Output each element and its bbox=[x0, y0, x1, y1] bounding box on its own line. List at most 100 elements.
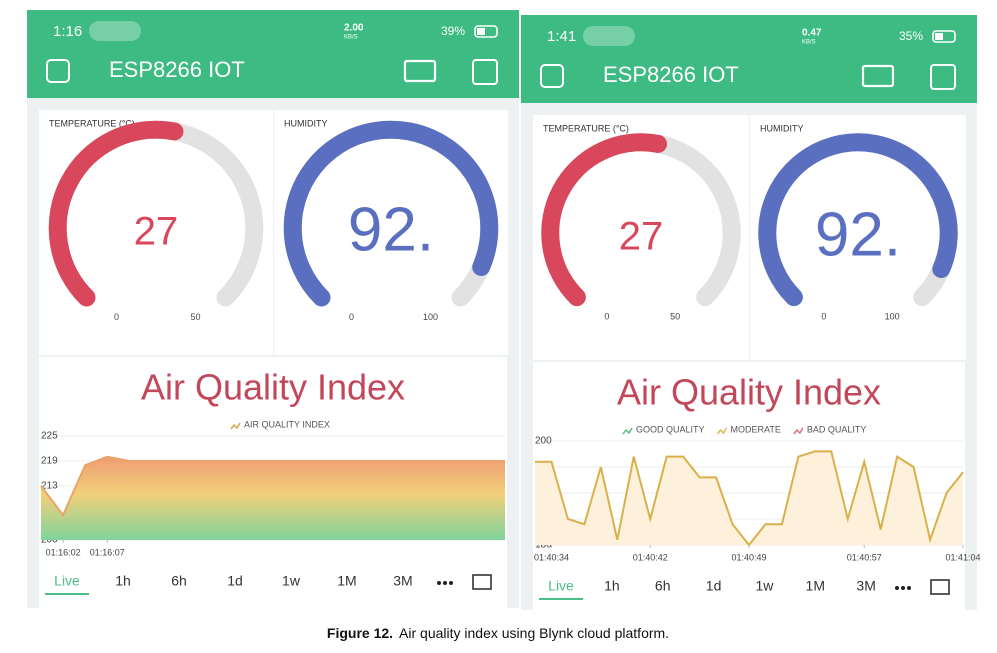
range-tab[interactable]: 1M bbox=[806, 578, 825, 594]
area bbox=[535, 451, 963, 545]
gauge-label: TEMPERATURE (°C) bbox=[49, 118, 135, 128]
gauge-min: 0 bbox=[821, 312, 826, 322]
range-tab[interactable]: Live bbox=[548, 578, 574, 594]
gauge-arc bbox=[283, 120, 499, 307]
back-icon[interactable] bbox=[540, 64, 564, 88]
gauge-value: 92. bbox=[815, 200, 901, 269]
status-time: 1:41 bbox=[547, 28, 576, 45]
y-tick-label: 180 bbox=[535, 540, 552, 551]
legend-label: MODERATE bbox=[731, 424, 781, 434]
more-dot bbox=[895, 586, 899, 590]
battery-icon bbox=[474, 25, 498, 38]
range-tab[interactable]: 1w bbox=[755, 578, 774, 594]
area bbox=[41, 456, 505, 540]
status-battery: 39% bbox=[441, 24, 465, 38]
gauge-min: 0 bbox=[604, 312, 609, 322]
more-dot bbox=[901, 586, 905, 590]
gauge-max: 100 bbox=[885, 312, 900, 322]
app-title: ESP8266 IOT bbox=[603, 62, 739, 87]
gauge-max: 50 bbox=[190, 312, 200, 322]
expand-icon[interactable] bbox=[472, 574, 492, 590]
menu-icon[interactable] bbox=[472, 59, 498, 85]
x-tick-label: 01:16:02 bbox=[46, 547, 81, 557]
legend-icon bbox=[716, 427, 728, 435]
x-tick-label: 01:40:42 bbox=[633, 552, 668, 562]
battery-level bbox=[935, 33, 943, 40]
x-tick-label: 01:41:04 bbox=[945, 552, 980, 562]
range-tab[interactable]: 1d bbox=[227, 573, 243, 589]
legend-icon bbox=[793, 427, 804, 435]
range-tab[interactable]: 6h bbox=[655, 578, 671, 594]
menu-icon[interactable] bbox=[930, 64, 956, 90]
y-tick-label: 200 bbox=[535, 436, 552, 447]
app-bar bbox=[521, 15, 977, 103]
gauge-value: 92. bbox=[348, 195, 434, 264]
range-tab[interactable]: 3M bbox=[856, 578, 875, 594]
range-tab[interactable]: 1h bbox=[604, 578, 620, 594]
more-dot bbox=[437, 581, 441, 585]
range-tab[interactable]: 1w bbox=[282, 573, 301, 589]
gauge-arc bbox=[541, 133, 667, 307]
chart-title: Air Quality Index bbox=[141, 367, 405, 408]
gauge-label: TEMPERATURE (°C) bbox=[543, 123, 629, 133]
range-tab[interactable]: 1d bbox=[706, 578, 722, 594]
gauge-card bbox=[274, 110, 508, 355]
legend-icon bbox=[230, 422, 241, 430]
gauge-max: 50 bbox=[670, 312, 680, 322]
range-tab[interactable]: 3M bbox=[393, 573, 412, 589]
call-pill bbox=[583, 26, 635, 46]
expand-icon[interactable] bbox=[930, 579, 950, 595]
device-icon[interactable] bbox=[861, 64, 895, 88]
status-speed: 0.47 bbox=[802, 28, 822, 39]
gauge-label: HUMIDITY bbox=[284, 118, 328, 128]
gauge-min: 0 bbox=[114, 312, 119, 322]
caption-text: Air quality index using Blynk cloud plat… bbox=[399, 625, 669, 641]
range-tab[interactable]: 1M bbox=[337, 573, 356, 589]
legend-icon bbox=[622, 427, 633, 435]
gauge-arc bbox=[48, 120, 184, 307]
caption-label: Figure 12. bbox=[327, 625, 393, 641]
legend-label: BAD QUALITY bbox=[807, 424, 867, 434]
caption: Figure 12. Air quality index using Blynk … bbox=[327, 625, 669, 641]
line bbox=[40, 455, 505, 517]
app-bar bbox=[27, 10, 519, 98]
x-tick-label: 01:40:49 bbox=[731, 552, 766, 562]
x-tick-label: 01:40:57 bbox=[847, 552, 882, 562]
gauge-label: HUMIDITY bbox=[760, 123, 804, 133]
x-tick-label: 01:16:07 bbox=[90, 547, 125, 557]
battery-level bbox=[477, 28, 485, 35]
back-icon[interactable] bbox=[46, 59, 70, 83]
x-tick-label: 01:40:34 bbox=[534, 552, 569, 562]
range-tab[interactable]: 1h bbox=[115, 573, 131, 589]
status-time: 1:16 bbox=[53, 23, 82, 40]
call-pill bbox=[89, 21, 141, 41]
gauge-value: 27 bbox=[619, 215, 664, 259]
status-speed-unit: KB/S bbox=[344, 35, 358, 41]
gauge-arc bbox=[758, 133, 958, 307]
range-tab[interactable]: Live bbox=[54, 573, 80, 589]
more-dot bbox=[907, 586, 911, 590]
more-dot bbox=[443, 581, 447, 585]
gauge-card bbox=[39, 110, 273, 355]
gauge-value: 27 bbox=[134, 210, 179, 254]
y-tick-label: 200 bbox=[41, 535, 58, 546]
status-speed-unit: KB/S bbox=[802, 40, 816, 46]
device-icon[interactable] bbox=[403, 59, 437, 83]
status-speed: 2.00 bbox=[344, 23, 364, 34]
y-tick-label: 225 bbox=[41, 431, 58, 442]
range-tab[interactable]: 6h bbox=[171, 573, 187, 589]
legend-label: AIR QUALITY INDEX bbox=[244, 419, 330, 429]
gauge-min: 0 bbox=[349, 312, 354, 322]
status-battery: 35% bbox=[899, 29, 923, 43]
legend-label: GOOD QUALITY bbox=[636, 424, 705, 434]
gauge-card bbox=[750, 115, 966, 360]
y-tick-label: 213 bbox=[41, 481, 58, 492]
gauge-card bbox=[533, 115, 749, 360]
battery-icon bbox=[932, 30, 956, 43]
gauge-max: 100 bbox=[423, 312, 438, 322]
chart-title: Air Quality Index bbox=[617, 372, 881, 413]
